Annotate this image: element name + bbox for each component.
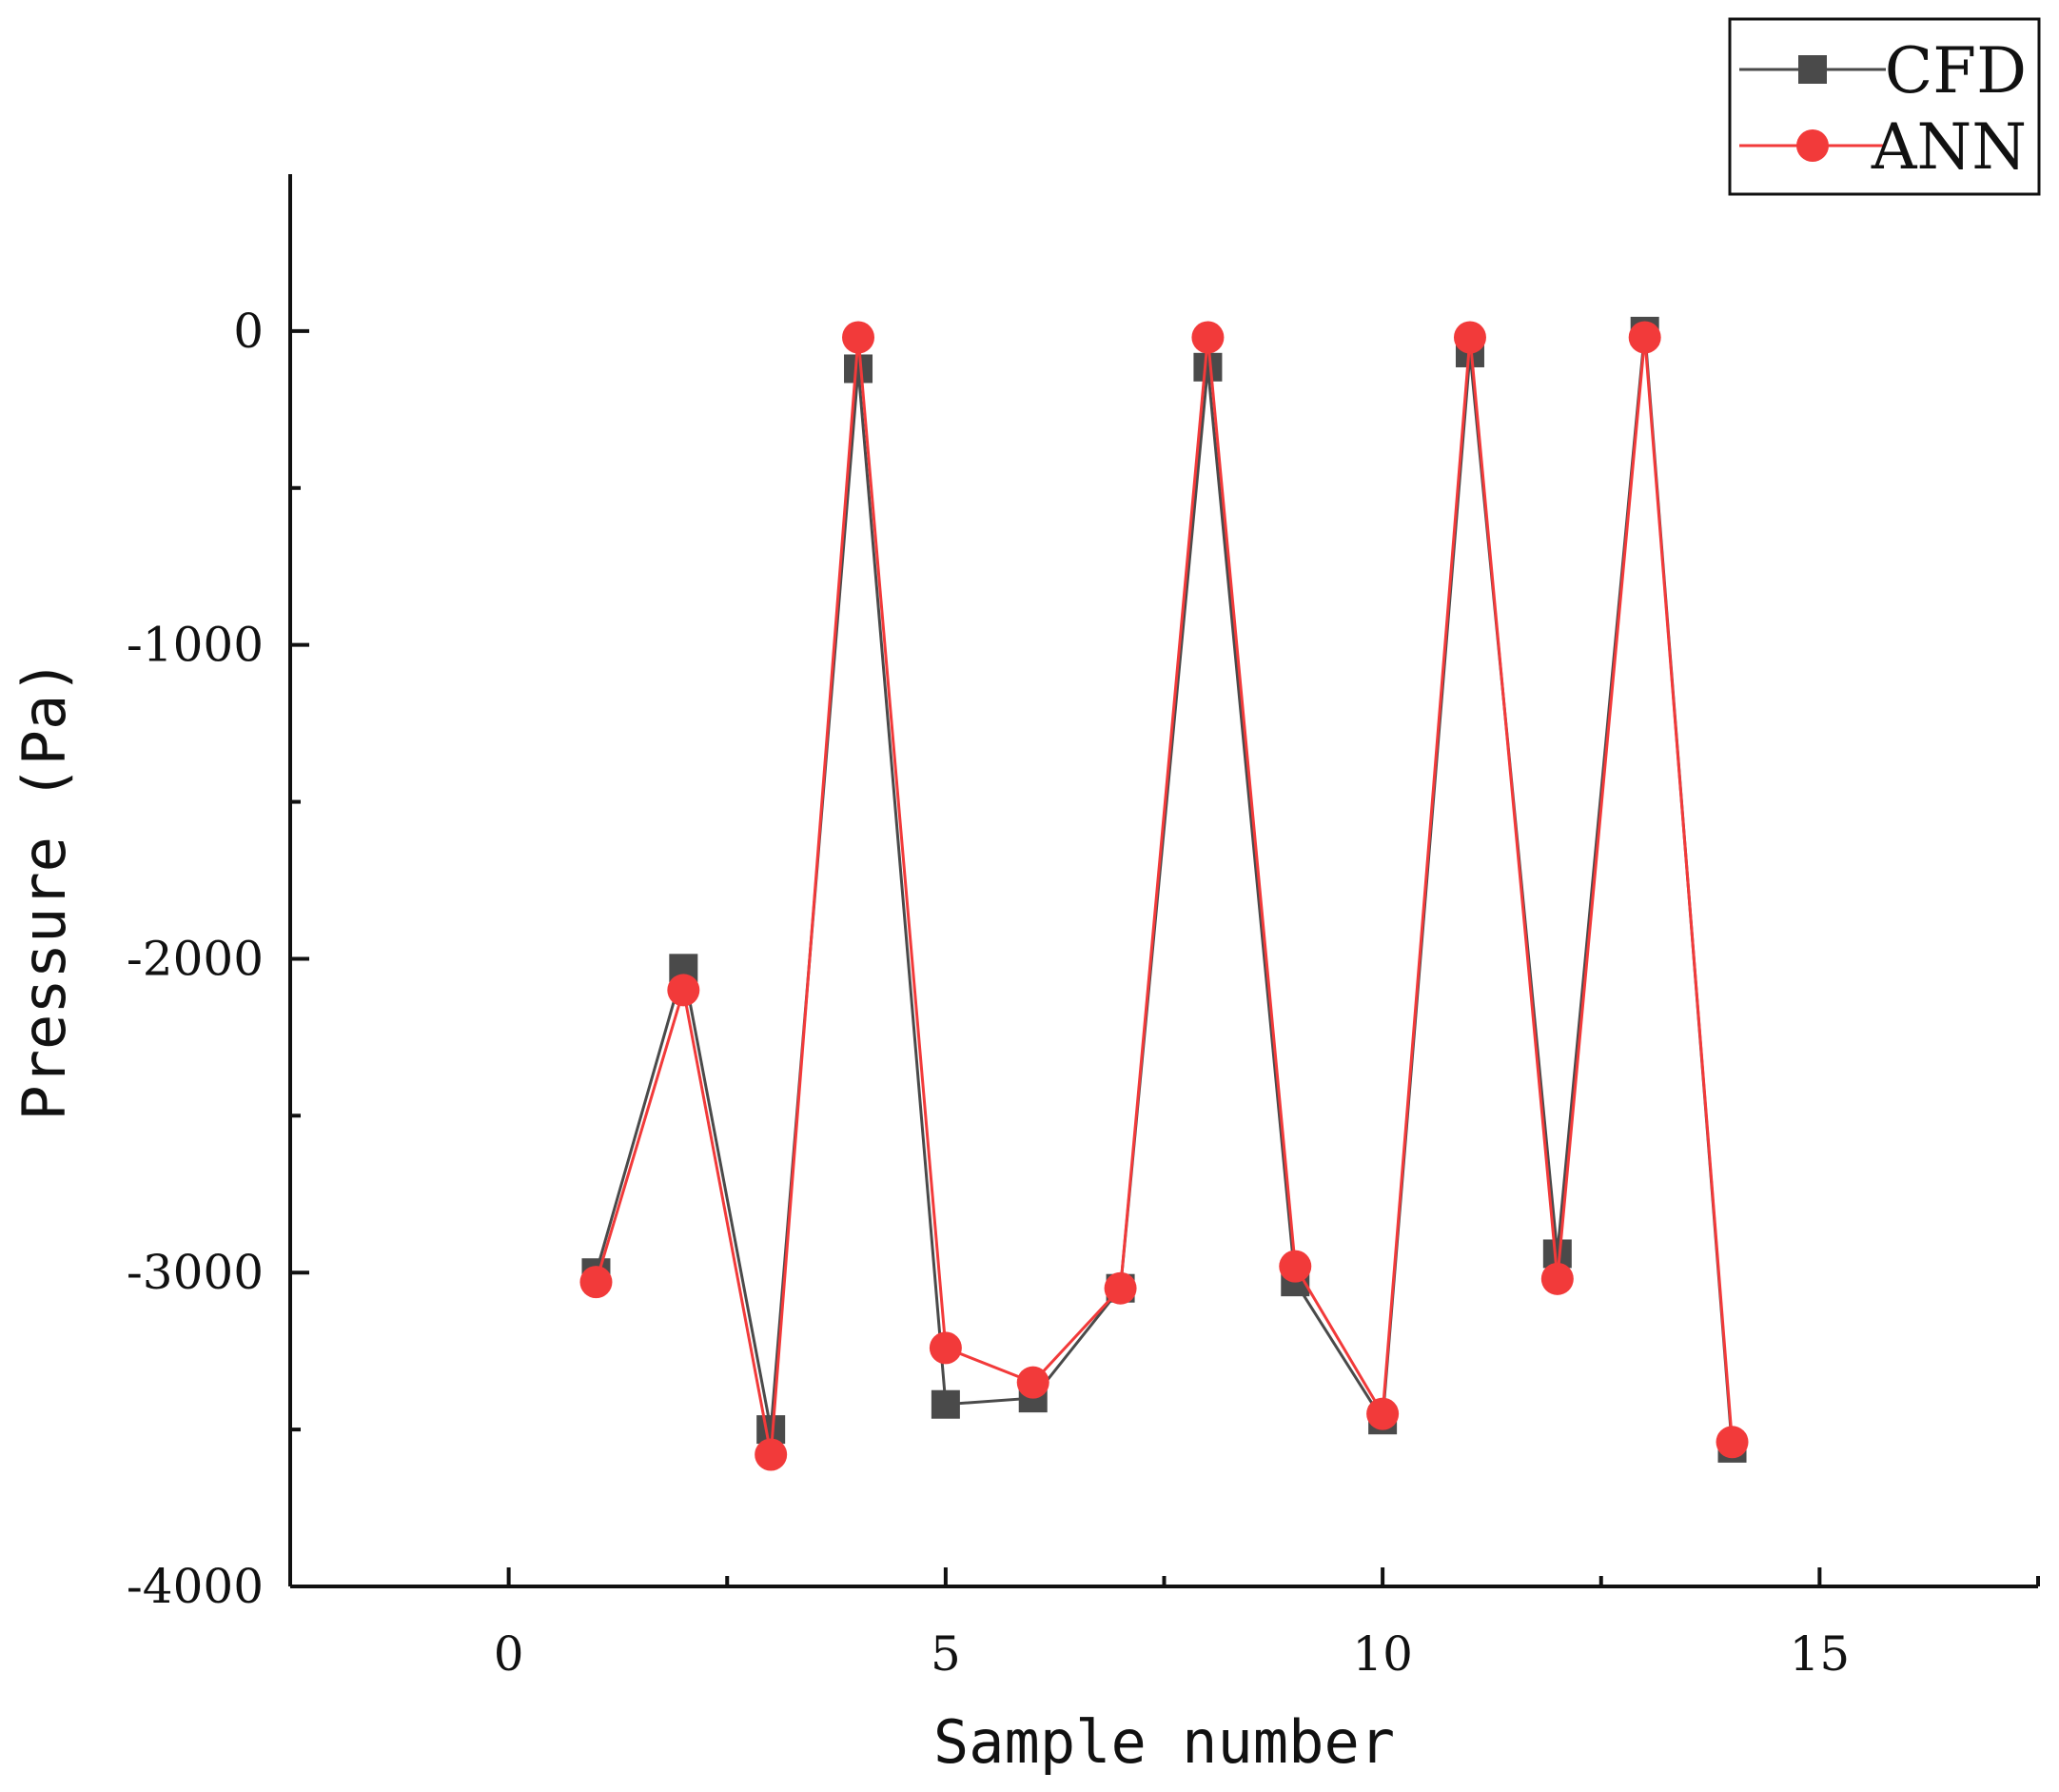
legend-marker-ann: [1796, 129, 1829, 162]
data-point-ann: [1453, 321, 1486, 354]
y-axis-title: Pressure (Pa): [10, 659, 79, 1120]
data-point-ann: [929, 1331, 962, 1365]
data-point-ann: [579, 1266, 613, 1299]
series-cfd: [581, 316, 1747, 1463]
data-point-cfd: [844, 354, 873, 384]
legend-box: [1728, 17, 2041, 196]
data-point-ann: [1366, 1397, 1400, 1430]
data-point-ann: [1191, 321, 1225, 354]
y-tick-label: -3000: [127, 1245, 264, 1300]
data-point-cfd: [931, 1389, 960, 1419]
x-tick-label: 15: [1790, 1626, 1851, 1682]
legend-label-cfd: CFD: [1885, 34, 2027, 108]
data-point-ann: [842, 321, 875, 354]
data-point-ann: [1716, 1426, 1749, 1459]
data-point-ann: [1104, 1271, 1137, 1305]
x-tick-label: 0: [494, 1626, 524, 1682]
data-point-ann: [1279, 1250, 1312, 1283]
y-tick-label: -4000: [127, 1559, 264, 1614]
x-axis-title: Sample number: [933, 1707, 1395, 1777]
y-tick-label: 0: [233, 304, 264, 359]
y-tick-label: -2000: [127, 931, 264, 986]
legend: CFD ANN: [1728, 17, 2041, 196]
series-ann: [579, 321, 1749, 1471]
y-tick-label: -1000: [127, 618, 264, 673]
data-point-ann: [1540, 1262, 1574, 1295]
series-layer: [579, 316, 1749, 1471]
x-tick-label: 5: [931, 1626, 961, 1682]
series-line-ann: [595, 337, 1734, 1455]
legend-marker-cfd: [1798, 55, 1827, 84]
legend-label-ann: ANN: [1871, 110, 2027, 184]
data-point-ann: [1016, 1366, 1049, 1399]
axes: 0 5 10 15 0 -1000 -2000 -3000 -4000: [127, 174, 2040, 1682]
data-point-cfd: [1193, 352, 1223, 382]
data-point-ann: [667, 974, 700, 1007]
data-point-ann: [1628, 321, 1661, 354]
x-tick-label: 10: [1352, 1626, 1413, 1682]
data-point-ann: [755, 1438, 788, 1471]
